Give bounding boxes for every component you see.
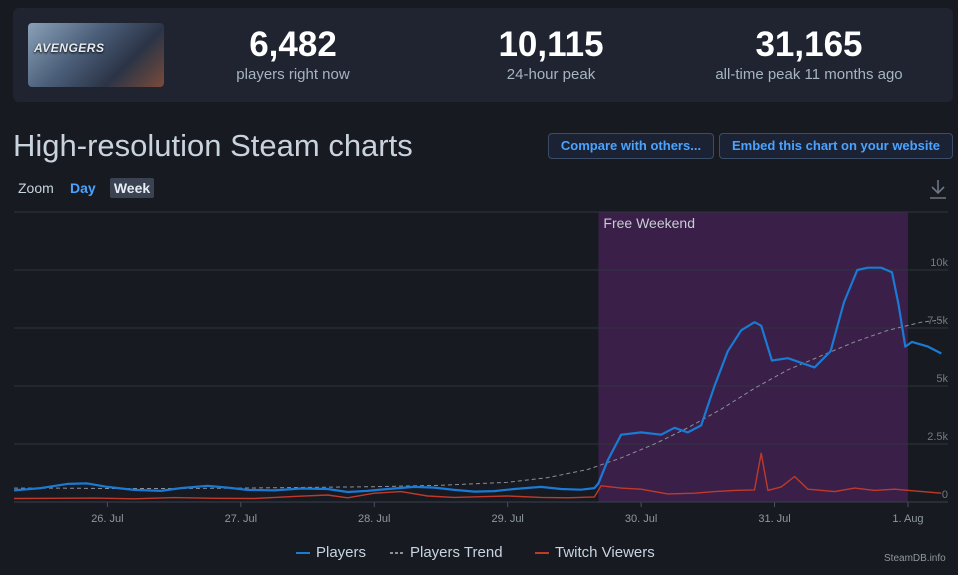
legend-swatch-trend [390,552,404,554]
free-weekend-label: Free Weekend [603,215,695,231]
legend-item-twitch-viewers[interactable]: Twitch Viewers [535,543,675,563]
zoom-label: Zoom [18,180,54,196]
zoom-week-button[interactable]: Week [110,178,154,198]
x-tick-label: 29. Jul [491,513,523,525]
compare-button[interactable]: Compare with others... [548,133,714,159]
y-tick-label: 5k [936,373,948,385]
steamdb-credit[interactable]: SteamDB.info [884,553,946,564]
x-tick-label: 28. Jul [358,513,390,525]
y-tick-label: 7.5k [927,315,948,327]
game-logo-text: AVENGERS [34,41,105,55]
y-tick-label: 2.5k [927,431,948,443]
stat-label: 24-hour peak [506,66,596,83]
x-tick-label: 30. Jul [625,513,657,525]
stat-label: players right now [236,66,350,83]
download-icon[interactable] [928,178,948,200]
chart-legend: Players Players Trend Twitch Viewers [0,543,958,563]
embed-chart-button[interactable]: Embed this chart on your website [719,133,953,159]
zoom-day-button[interactable]: Day [70,180,96,196]
stat-current-players: 6,482 players right now [173,25,413,84]
legend-label: Players [316,544,367,561]
legend-swatch-twitch [535,552,549,554]
legend-label: Players Trend [410,544,503,561]
legend-item-players-trend[interactable]: Players Trend [390,543,526,563]
y-tick-label: 0 [942,489,948,501]
stat-label: all-time peak 11 months ago [715,66,903,83]
legend-item-players[interactable]: Players [296,543,386,563]
game-thumbnail[interactable]: AVENGERS [28,23,164,87]
stat-24h-peak: 10,115 24-hour peak [431,25,671,84]
y-tick-label: 10k [930,257,948,269]
stats-bar: AVENGERS 6,482 players right now 10,115 … [13,8,953,102]
stat-value: 31,165 [755,25,863,64]
x-tick-label: 26. Jul [91,513,123,525]
series-players-line [13,266,942,494]
x-tick-label: 27. Jul [225,513,257,525]
legend-swatch-players [296,552,310,554]
stat-all-time-peak: 31,165 all-time peak 11 months ago [689,25,929,84]
free-weekend-band [598,212,908,502]
stat-value: 10,115 [498,25,604,64]
legend-label: Twitch Viewers [555,544,655,561]
page-title: High-resolution Steam charts [13,128,413,163]
player-chart: Free Weekend 0 2.5k 5k 7.5k 10k 26. Jul 27. Jul… [13,211,948,525]
stat-value: 6,482 [249,25,337,64]
x-tick-label: 1. Aug [892,513,923,525]
series-twitch-viewers-line [13,452,942,500]
x-tick-label: 31. Jul [758,513,790,525]
